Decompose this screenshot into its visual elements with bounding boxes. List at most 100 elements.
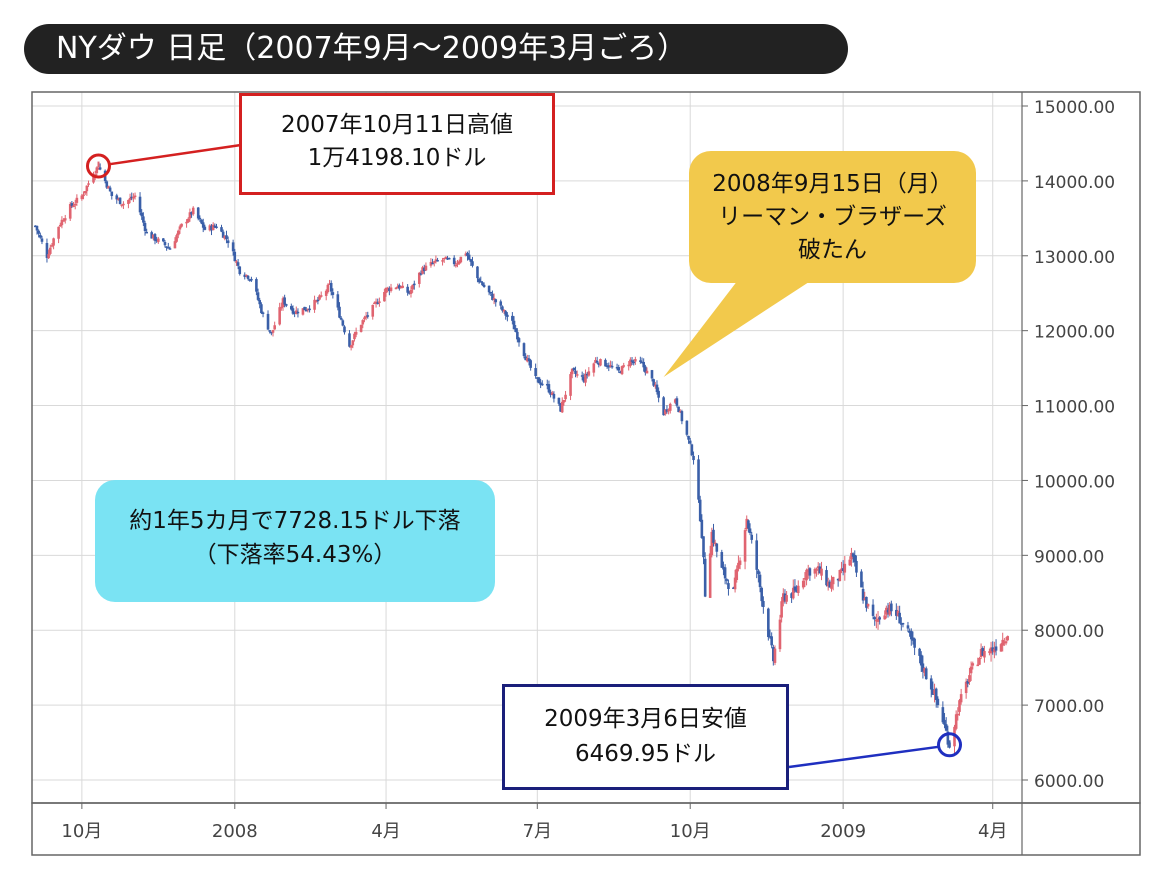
candle-body [432,261,436,263]
candle [268,330,271,334]
candle-body [389,287,393,291]
candle [735,565,739,583]
candle [238,265,242,276]
candle [431,258,434,265]
candle [743,527,747,570]
candle-body [524,356,527,361]
candle [597,362,601,368]
candle-body [278,307,281,325]
candle-body [341,320,345,326]
candle-body [545,383,549,386]
candle-body [924,668,928,680]
candle-body [303,306,306,311]
candle [62,218,65,222]
candle [314,299,318,303]
candle [605,362,609,369]
candle-body [685,420,689,435]
candle [442,257,446,263]
candle-body [687,435,690,440]
candle-body [630,360,634,362]
candle-body [308,308,311,311]
candle [587,367,591,377]
candle [906,621,910,633]
candle-body [762,600,765,607]
candle-body [130,196,134,199]
candle [142,212,145,227]
candle [494,298,498,307]
candle-body [457,261,461,264]
candle [248,278,252,282]
candle [866,603,870,610]
candle-body [692,455,695,461]
candle-body [186,218,190,223]
candle-body [983,650,986,658]
candle [958,698,961,716]
candle-body [431,262,434,265]
candle-body [540,383,544,386]
candle-body [629,359,632,367]
candle [324,289,328,301]
candle [989,641,993,662]
candle [993,641,996,659]
candle [806,564,810,579]
candle [545,379,549,390]
candle-body [732,587,735,590]
candle [163,240,167,248]
candle [446,255,449,261]
candle-body [175,235,178,242]
candle [617,364,621,373]
candle-body [848,559,852,566]
candle [876,611,880,630]
candle [703,552,707,598]
candle [663,409,667,416]
candle [285,303,288,308]
candle [466,251,469,261]
candle [999,643,1003,652]
candle-body [319,295,323,297]
candle-body [501,306,504,311]
lehman-callout-pointer [663,280,812,377]
high-connector [110,143,242,166]
candle [115,193,119,204]
candle-body [723,567,727,579]
candle [308,305,311,313]
candle [665,405,669,414]
candle [668,402,672,414]
candle-body [909,630,913,640]
candle-body [703,558,707,597]
candle [654,381,657,389]
candle-body [1006,636,1009,641]
candle-body [73,203,77,206]
candle-body [767,608,770,638]
candle [592,362,596,377]
candle-body [918,648,921,656]
candle-body [343,326,346,333]
candle [289,303,293,311]
candle [878,615,882,625]
candle-body [196,207,200,219]
candle-body [715,543,719,552]
candle [502,309,506,314]
candle-body [826,581,830,587]
candle [934,687,938,708]
candle-body [562,399,566,403]
candle-body [62,220,65,222]
candle-body [599,359,602,366]
candle-body [366,315,370,317]
candle-body [885,607,888,615]
candle-body [673,399,677,403]
candle [152,234,155,241]
candle-body [619,371,622,374]
candle-body [70,203,74,206]
candle-body [710,531,714,556]
candle [481,281,484,286]
candle [482,282,486,288]
candle [580,371,584,381]
candle-body [331,292,335,295]
candle [261,311,265,318]
candle-body [828,581,832,588]
candle [243,272,247,280]
candle-body [270,331,273,334]
candle [644,364,647,376]
candle-body [680,411,684,422]
